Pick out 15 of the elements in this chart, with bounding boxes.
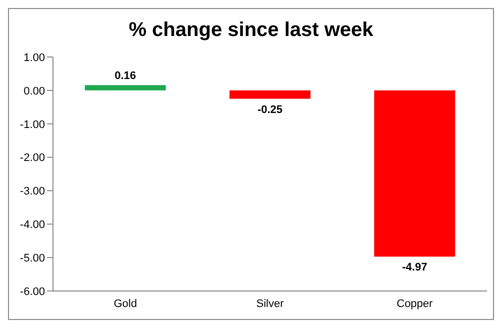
y-tick-label: -4.00 — [20, 219, 45, 232]
data-label: -0.25 — [257, 104, 283, 116]
x-tick-label: Gold — [114, 298, 137, 310]
data-label: -4.97 — [402, 262, 428, 274]
x-tick-label: Silver — [256, 298, 284, 310]
y-tick-label: 0.00 — [24, 85, 45, 98]
y-tick-label: -3.00 — [20, 186, 45, 198]
x-tick-label: Copper — [396, 298, 434, 310]
chart-title: % change since last week — [128, 19, 374, 43]
y-tick-label: -5.00 — [20, 252, 45, 264]
y-tick-label: -1.00 — [20, 118, 45, 131]
y-tick-label: 1.00 — [24, 52, 45, 64]
data-label: 0.16 — [114, 70, 136, 82]
y-tick-label: -6.00 — [20, 286, 45, 298]
y-tick-label: -2.00 — [20, 152, 45, 164]
